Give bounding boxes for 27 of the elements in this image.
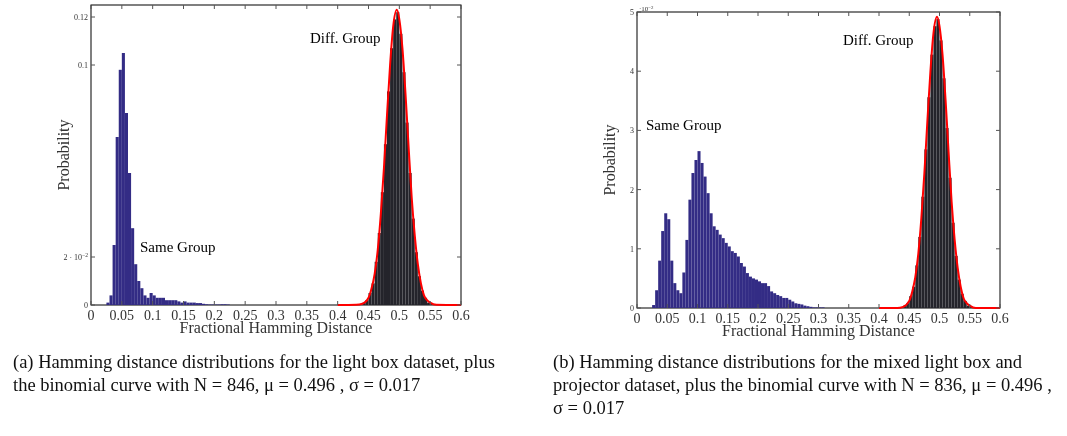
y-tick-label: 0.1 <box>78 61 88 70</box>
x-tick-label: 0.1 <box>688 311 707 326</box>
x-tick-label: 0.5 <box>930 311 949 326</box>
y-axis-title: Probability <box>55 119 73 191</box>
y-tick-label: 2 <box>630 185 634 195</box>
x-tick-label: 0.5 <box>390 308 409 323</box>
series-label: Same Group <box>646 117 722 133</box>
y-tick-label: 5 <box>630 8 634 17</box>
y-tick-label: 3 <box>630 126 634 136</box>
x-tick-label: 0.05 <box>109 308 135 323</box>
x-tick-label: 0.6 <box>452 308 470 323</box>
y-tick-label: 1 <box>630 244 634 254</box>
series-label: Diff. Group <box>310 30 381 46</box>
x-tick-label: 0.6 <box>991 311 1009 326</box>
series-label: Diff. Group <box>843 32 914 48</box>
y-tick-label: 2 · 10$^{−2}$ <box>63 252 89 262</box>
x-tick-label: 0.05 <box>655 311 680 326</box>
x-tick-label: 0.1 <box>143 308 162 323</box>
text: (a) Hamming distance distributions for the light box dataset, plus the binomial curve with N = 846, μ = 0.496 , σ = 0.017 <box>13 352 495 395</box>
text: (b) Hamming distance distributions for the mixed light box and projector dataset, plus the binomial curve with N = 836, μ = 0.496 , σ = 0.017 <box>553 352 1052 418</box>
x-tick-label: 0.55 <box>957 311 982 326</box>
y-tick-label: 0.12 <box>74 13 88 22</box>
y-axis-title: Probability <box>601 124 619 196</box>
x-tick-label: 0.55 <box>417 308 443 323</box>
y-tick-label: 4 <box>630 67 634 77</box>
y-tick-label: 0 <box>84 301 88 310</box>
series-label: Same Group <box>140 239 216 255</box>
